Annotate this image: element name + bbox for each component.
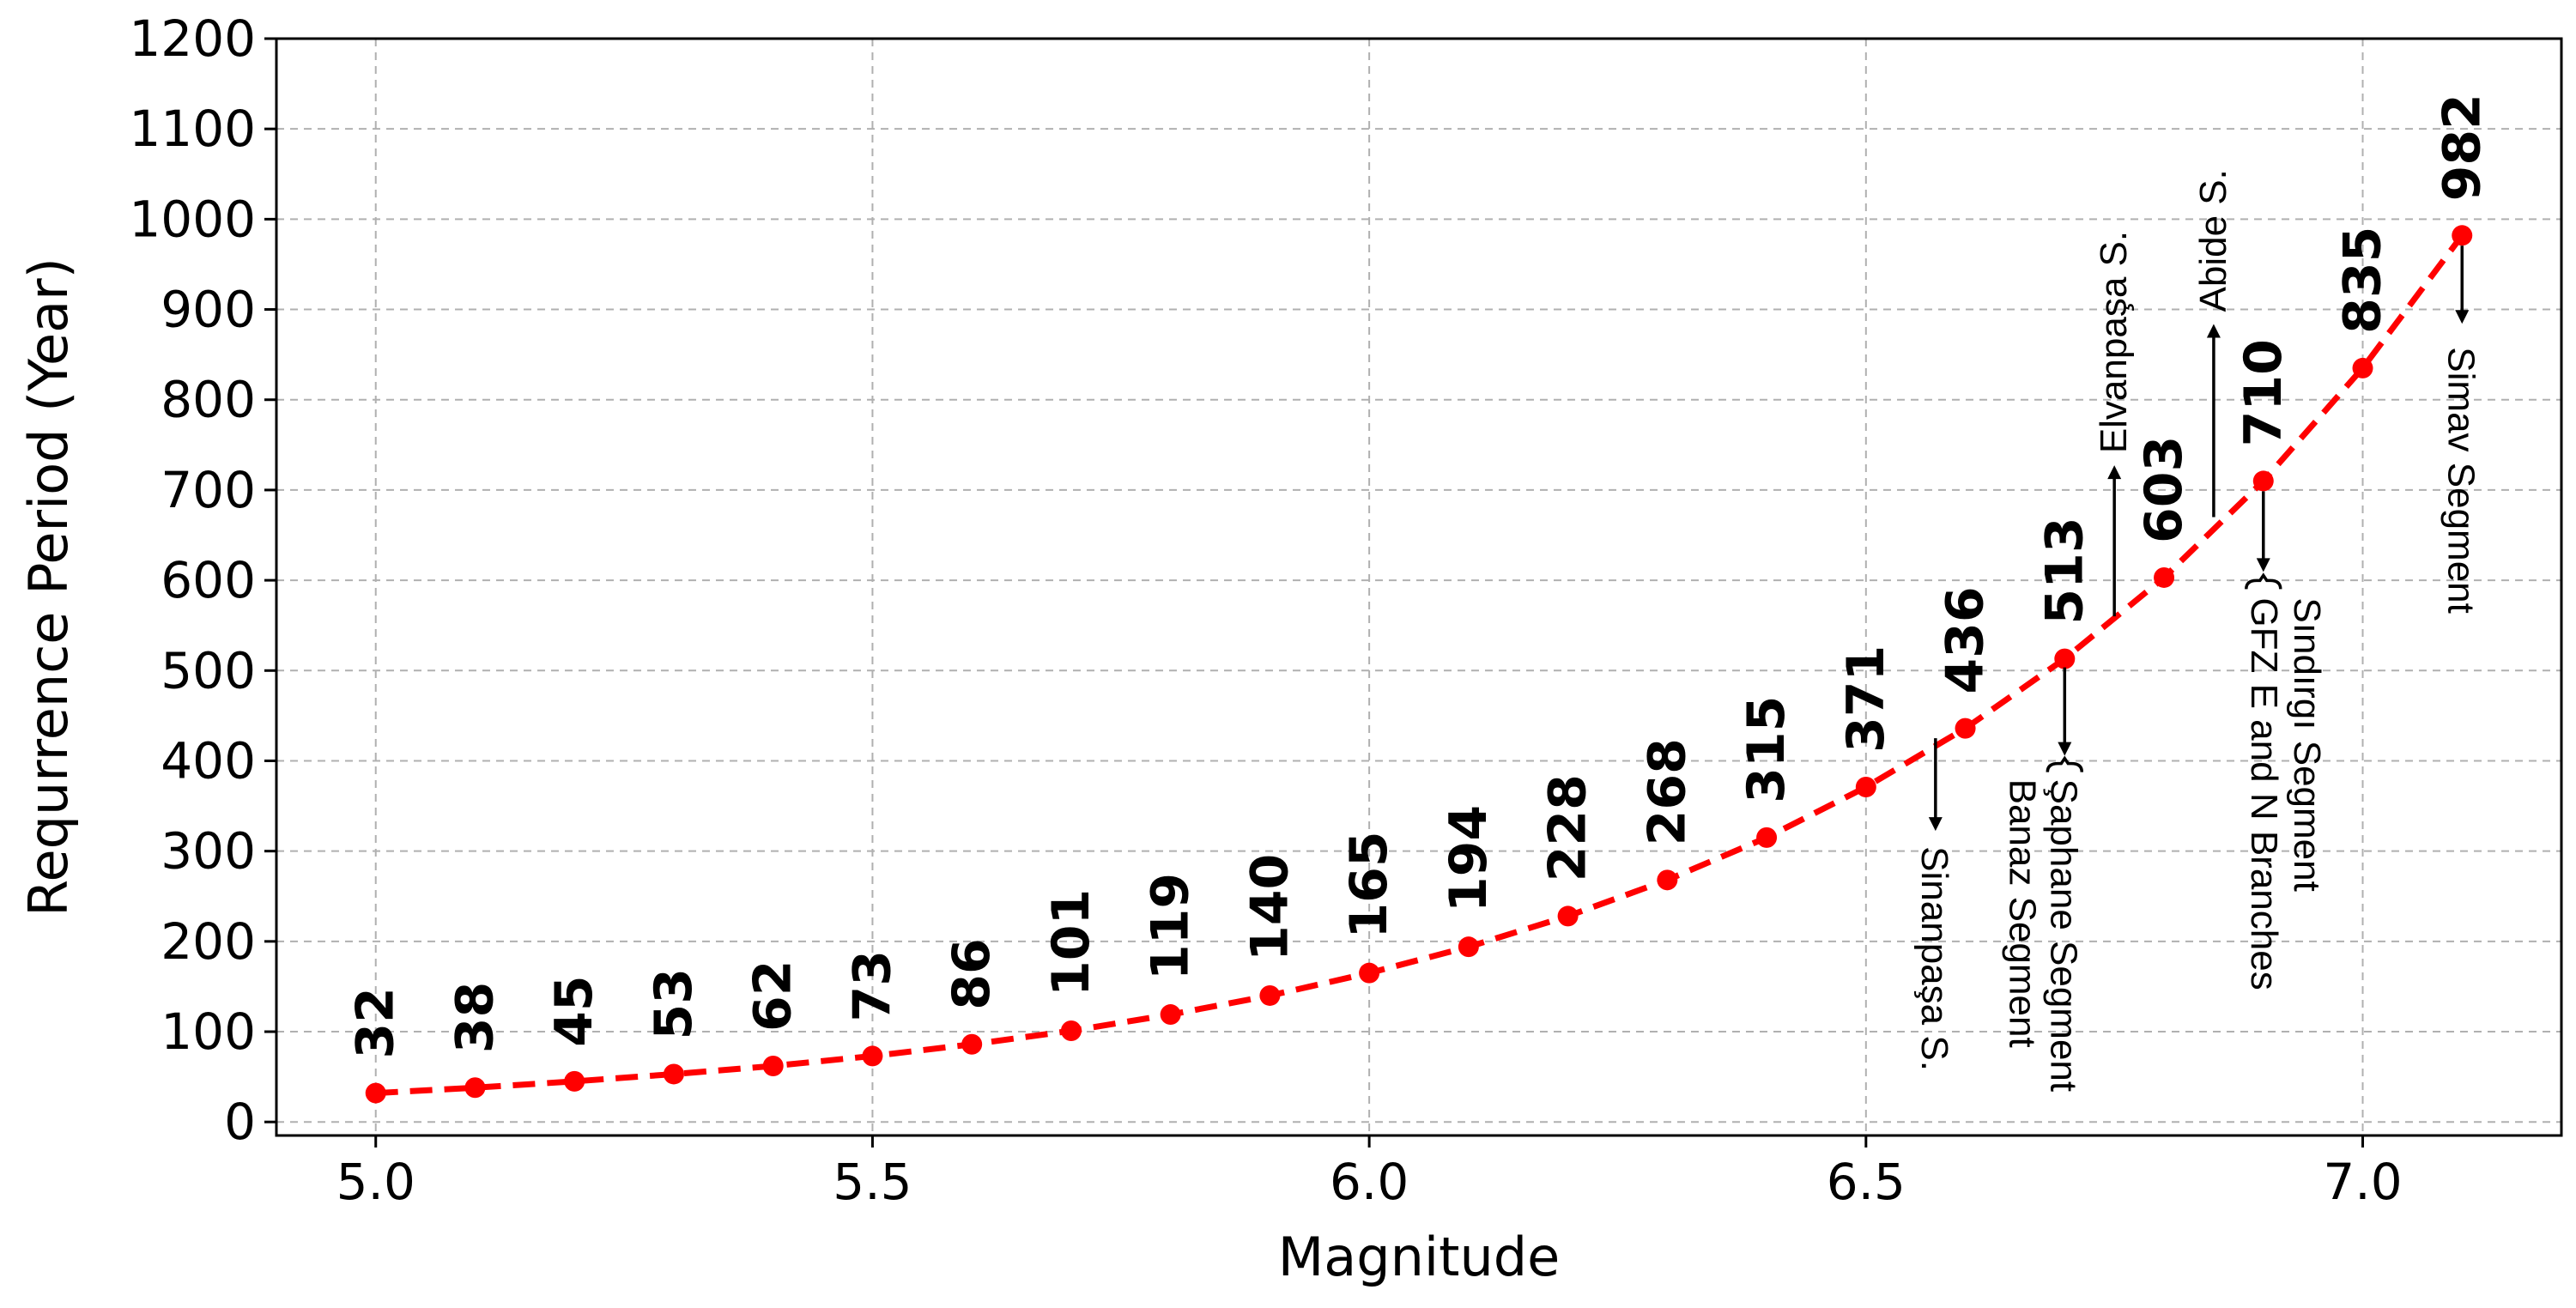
data-point [961,1033,983,1055]
data-label: 32 [346,987,406,1059]
abide-arrow-head [2206,324,2221,338]
y-tick-label: 0 [224,1093,256,1151]
data-point [762,1056,784,1077]
data-label: 45 [544,975,604,1047]
data-point [1557,905,1579,927]
data-point [2252,470,2274,492]
data-point [2054,648,2076,669]
annotation-sinanpasa: Sinanpaşa S. [1913,846,1955,1071]
data-label: 38 [445,982,505,1054]
data-point [2154,566,2175,588]
data-point [1160,1004,1181,1026]
y-tick-label: 900 [161,281,256,339]
y-axis-title: Requrrence Period (Year) [17,257,80,917]
data-label: 101 [1041,889,1101,996]
saphane-bracket [2046,755,2084,772]
y-tick-label: 700 [161,461,256,519]
sindirgi-bracket [2245,572,2282,590]
y-tick-label: 800 [161,371,256,429]
annotation-sindirgi: Sındırgı Segment [2286,597,2328,891]
data-point [1657,869,1678,891]
data-point [1060,1020,1082,1041]
data-label: 165 [1339,831,1399,938]
x-axis-title: Magnitude [1278,1226,1560,1288]
data-point [2352,357,2373,378]
data-point [1756,827,1778,848]
y-tick-label: 200 [161,912,256,971]
data-label: 86 [942,938,1002,1010]
data-label: 268 [1637,738,1697,845]
elvanpasa-arrow-head [2107,465,2122,480]
annotation-banaz: Banaz Segment [2001,779,2043,1048]
x-tick-label: 5.5 [833,1153,912,1211]
data-label: 982 [2432,94,2492,201]
data-label: 53 [644,968,704,1040]
data-label: 835 [2333,227,2393,334]
data-series: 32 38 45 53 62 73 86 101 119 140 165 194 228 268 315 37… [346,94,2492,1104]
annotation-elvanpasa: Elvanpaşa S. [2093,231,2135,453]
data-point [862,1045,883,1067]
x-tick-label: 6.5 [1827,1153,1906,1211]
simav-arrow-head [2455,310,2470,324]
y-tick-label: 400 [161,731,256,790]
data-point [1855,776,1876,797]
annotation-abide: Abide S. [2192,169,2234,312]
data-label: 315 [1737,696,1797,803]
annotation-simav: Simav Segment [2440,347,2482,614]
data-point [663,1063,684,1085]
y-tick-label: 600 [161,551,256,609]
y-tick-label: 1000 [129,190,256,248]
data-point [564,1070,585,1092]
data-label: 371 [1836,645,1896,753]
data-label: 194 [1439,805,1499,912]
data-label: 73 [842,950,902,1022]
data-point [2452,225,2473,246]
data-point [1458,936,1479,958]
y-tick-label: 1200 [129,9,256,68]
plot-frame [275,37,2563,1137]
y-tick-label: 100 [161,1002,256,1061]
x-tick-label: 5.0 [336,1153,415,1211]
x-tick-label: 7.0 [2323,1153,2402,1211]
data-label: 436 [1936,586,1996,693]
sinanpasa-arrow-head [1928,817,1943,832]
sindirgi-arrow-head [2256,558,2270,572]
data-label: 62 [743,960,803,1032]
data-point [1259,984,1281,1006]
y-tick-label: 300 [161,822,256,881]
x-tick-label: 6.0 [1330,1153,1409,1211]
data-point [464,1077,486,1099]
series-line [375,233,2465,1097]
axis-ticks: 0 100 200 300 400 500 600 700 800 900 1000 1100 1200… [129,9,2402,1211]
data-label: 710 [2234,339,2294,446]
data-point [365,1082,386,1104]
annotation-gfz: GFZ E and N Branches [2243,597,2285,990]
data-point [1955,718,1976,739]
data-label: 119 [1141,873,1201,980]
y-tick-label: 500 [161,641,256,699]
data-label: 140 [1240,854,1300,961]
annotation-saphane: Şaphane Segment [2042,779,2084,1093]
saphane-arrow-head [2058,742,2072,756]
y-tick-label: 1100 [129,100,256,158]
data-label: 603 [2134,436,2194,543]
data-point [1359,962,1380,984]
data-label: 228 [1538,774,1598,881]
data-label: 513 [2034,517,2094,624]
